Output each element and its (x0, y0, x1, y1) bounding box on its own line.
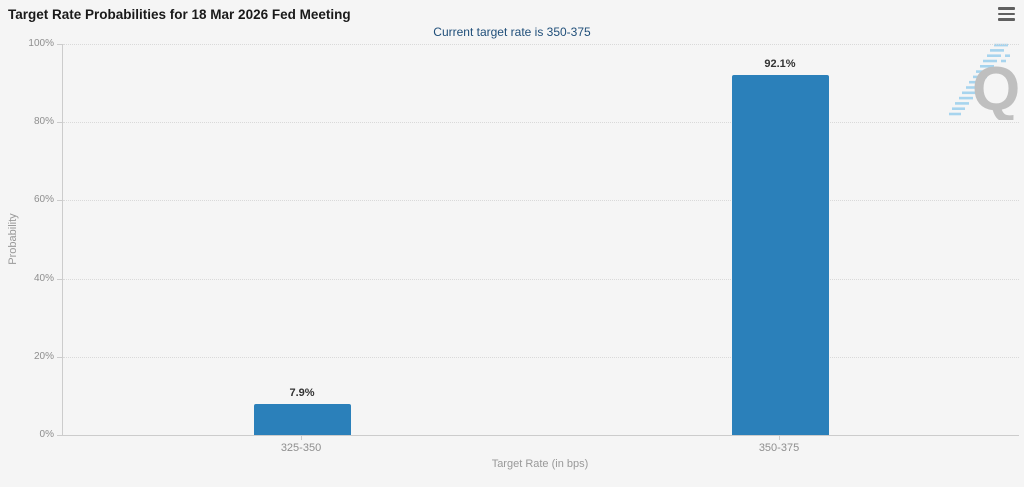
hamburger-bar (998, 18, 1015, 21)
hamburger-menu-icon[interactable] (998, 7, 1015, 21)
y-tick-mark (57, 356, 62, 358)
bar-350-375[interactable] (731, 74, 829, 435)
gridline (63, 356, 1019, 358)
x-tick-label: 350-375 (758, 442, 800, 454)
bar-value-label: 92.1% (764, 57, 796, 70)
hamburger-bar (998, 12, 1015, 16)
x-axis-title: Target Rate (in bps) (491, 458, 589, 470)
y-tick-label: 20% (33, 350, 54, 362)
y-tick-mark (57, 122, 62, 124)
y-tick-label: 100% (28, 38, 54, 49)
x-tick-label: 325-350 (280, 442, 322, 454)
y-tick-mark (57, 200, 62, 202)
gridline (63, 44, 1019, 45)
plot-area: 7.9% 92.1% (62, 44, 1019, 436)
bar-325-350[interactable] (253, 404, 351, 435)
y-tick-label: 80% (33, 116, 54, 128)
gridline (63, 278, 1019, 280)
x-tick-mark (779, 436, 780, 440)
chart-title: Target Rate Probabilities for 18 Mar 202… (8, 7, 351, 22)
y-tick-label: 0% (39, 429, 54, 440)
gridline (63, 122, 1019, 124)
bar-value-label: 7.9% (289, 387, 315, 400)
y-tick-label: 40% (33, 272, 54, 284)
y-tick-mark (57, 44, 62, 45)
y-tick-label: 60% (33, 194, 54, 206)
hamburger-bar (998, 7, 1015, 10)
gridline (63, 200, 1019, 202)
chart-subtitle: Current target rate is 350-375 (433, 25, 591, 39)
x-tick-mark (301, 436, 302, 440)
y-axis-title: Probability (7, 213, 19, 265)
y-tick-mark (57, 435, 62, 436)
y-tick-mark (57, 278, 62, 280)
